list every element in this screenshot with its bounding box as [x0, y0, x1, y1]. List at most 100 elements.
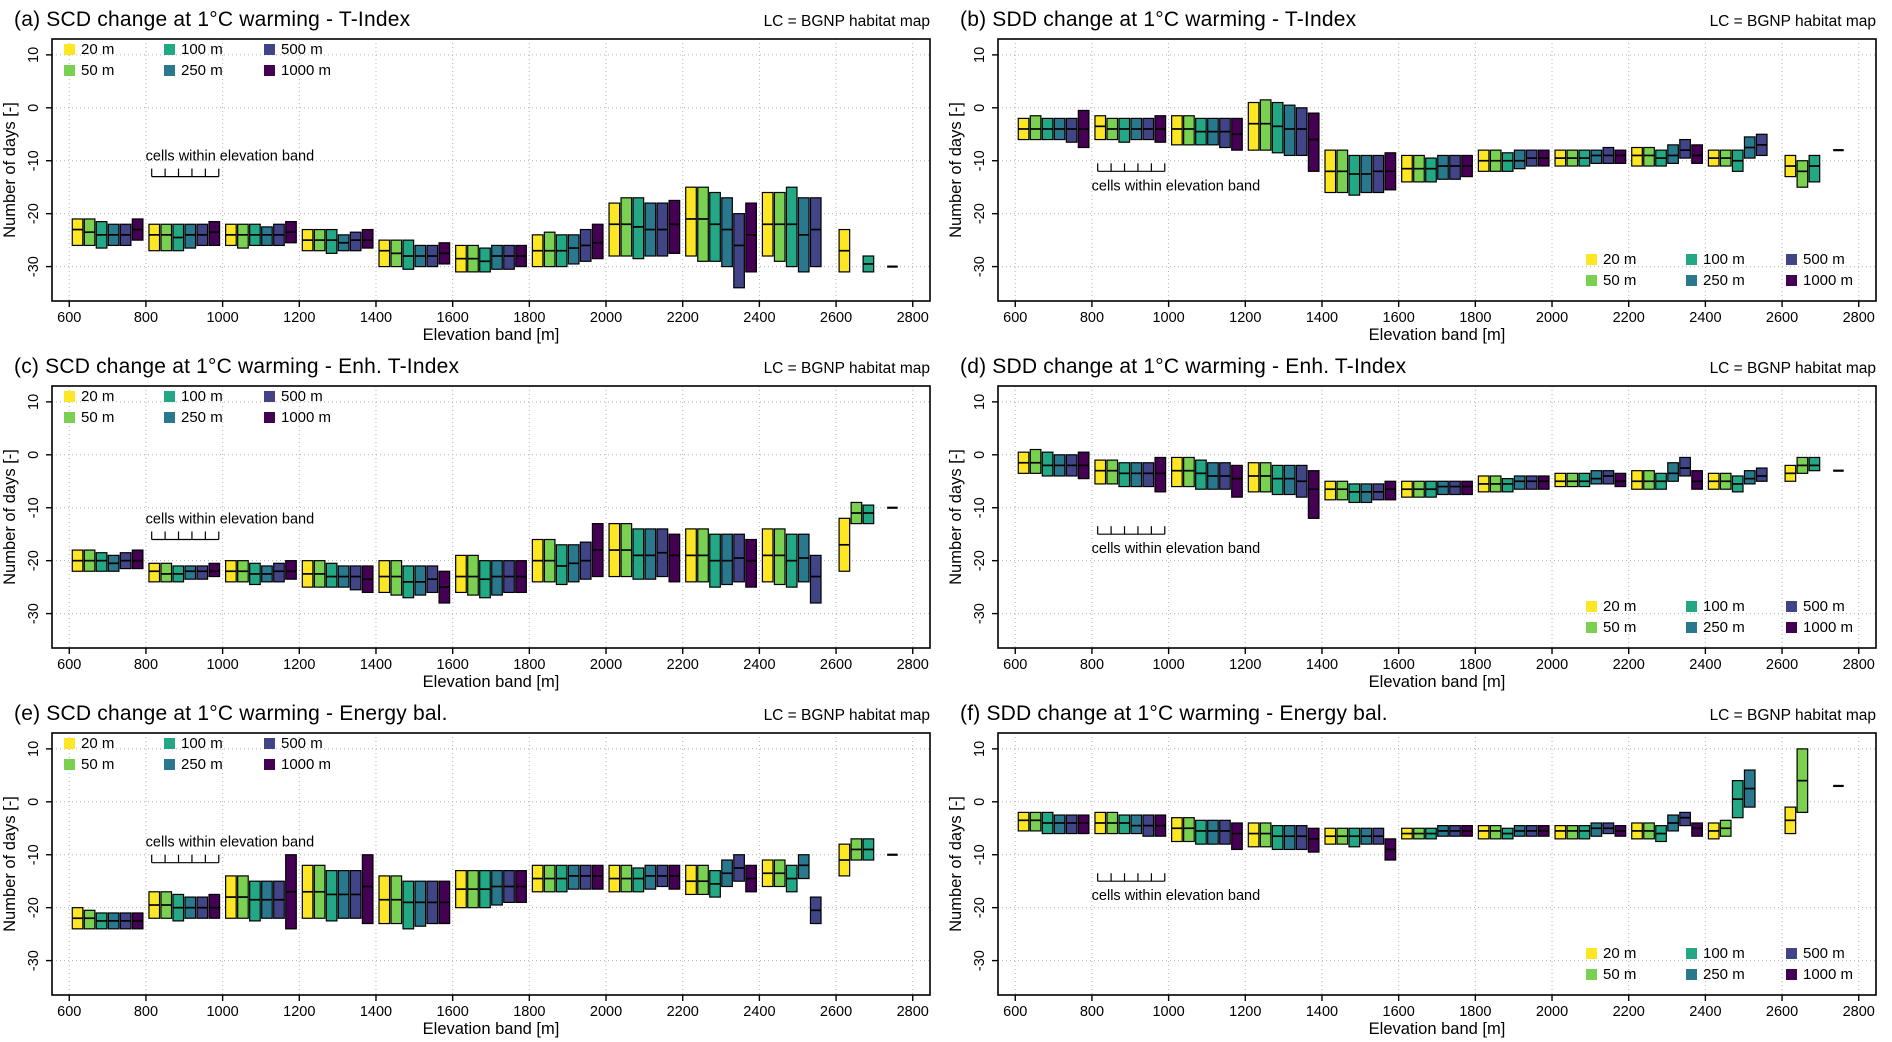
x-tick-label: 2400: [1689, 310, 1721, 326]
panel-d-plot: 600 800 1000 1200 1400 1600 1800 2000 2200 2400 26…: [946, 381, 1892, 694]
legend-swatch-500m: [264, 44, 275, 55]
range-bar-1000m: [668, 533, 681, 583]
range-bar-50m: [1029, 448, 1042, 474]
panel-f-chart: 600 800 1000 1200 1400 1600 1800 2000 2200 2400 26…: [947, 732, 1877, 1038]
x-tick-label: 600: [1003, 657, 1027, 673]
x-tick-label: 2800: [1843, 310, 1875, 326]
range-bar-1000m: [1307, 827, 1320, 853]
range-bar-500m: [196, 565, 209, 580]
range-bar-1000m: [285, 560, 297, 580]
range-bar-500m: [1449, 154, 1461, 180]
y-axis-label: Number of days [-]: [947, 102, 965, 238]
x-tick-label: 2400: [743, 1004, 775, 1020]
range-bar-50m: [773, 191, 786, 262]
range-bar-1000m: [745, 202, 757, 273]
range-bar-50m: [697, 186, 709, 262]
plot-border: [997, 38, 1877, 302]
panel-e-chart: 600 800 1000 1200 1400 1600 1800 2000 2200 2400 26…: [1, 732, 931, 1038]
panel-e-lc-label: LC = BGNP habitat map: [763, 707, 930, 724]
range-bar-20m: [1094, 459, 1107, 485]
range-bar-500m: [1449, 480, 1461, 496]
range-bar-50m: [1566, 825, 1579, 840]
range-bar-20m: [1171, 456, 1183, 488]
legend-swatch-250m: [1686, 275, 1697, 286]
panel-a-lc-label: LC = BGNP habitat map: [763, 13, 930, 30]
range-bar-250m: [1437, 154, 1449, 180]
y-axis-label: Number of days [-]: [1, 449, 19, 585]
legend-swatch-500m: [264, 738, 275, 749]
legend-label: 100 m: [181, 41, 223, 58]
x-axis-label: Elevation band [m]: [1369, 326, 1506, 344]
range-bar-100m: [1425, 157, 1437, 183]
range-bar-1000m: [131, 549, 144, 570]
x-tick-label: 1200: [283, 1004, 315, 1020]
legend-label: 20 m: [1603, 945, 1636, 962]
x-tick-label: 2800: [1843, 657, 1875, 673]
range-bar-100m: [1501, 478, 1514, 493]
x-tick-label: 1200: [283, 657, 315, 673]
x-tick-label: 800: [1080, 1004, 1104, 1020]
y-tick-label: 0: [26, 798, 42, 806]
range-bar-100m: [632, 528, 645, 580]
range-bar-20m: [685, 864, 697, 896]
range-bar-1000m: [1307, 112, 1320, 172]
x-axis-label: Elevation band [m]: [1369, 673, 1506, 691]
x-tick-label: 1000: [1152, 1004, 1184, 1020]
x-tick-label: 1800: [513, 310, 545, 326]
legend-swatch-250m: [164, 759, 175, 770]
range-bar-1000m: [1231, 464, 1243, 498]
range-bar-50m: [1259, 99, 1272, 151]
legend-swatch-1000m: [1786, 275, 1797, 286]
panel-c-chart: 600 800 1000 1200 1400 1600 1800 2000 2200 2400 26…: [1, 385, 931, 691]
legend-swatch-500m: [1786, 254, 1797, 265]
y-tick-label: 0: [26, 451, 42, 459]
x-tick-label: 2200: [1613, 310, 1645, 326]
range-bar-500m: [1219, 117, 1231, 149]
legend-label: 500 m: [1803, 945, 1845, 962]
y-tick-label: 10: [26, 47, 42, 63]
y-tick-label: -10: [26, 844, 42, 865]
x-tick-label: 1000: [1152, 310, 1184, 326]
y-tick-label: 10: [26, 394, 42, 410]
range-bar-250m: [1437, 480, 1449, 496]
y-tick-label: -20: [26, 203, 42, 224]
panel-c-lc-label: LC = BGNP habitat map: [763, 360, 930, 377]
panel-c: (c) SCD change at 1°C warming - Enh. T-I…: [0, 347, 946, 694]
legend-swatch-50m: [1586, 969, 1597, 980]
range-bar-250m: [1283, 104, 1296, 157]
range-bar-50m: [697, 864, 709, 896]
x-tick-label: 1800: [513, 657, 545, 673]
x-tick-label: 2600: [820, 657, 852, 673]
y-tick-label: -20: [26, 550, 42, 571]
range-bar-100m: [325, 870, 338, 922]
x-tick-label: 800: [1080, 657, 1104, 673]
x-tick-label: 2600: [1766, 1004, 1798, 1020]
range-bar-20m: [1631, 470, 1643, 490]
range-bar-100m: [249, 880, 261, 922]
range-bar-500m: [1065, 814, 1078, 835]
range-bar-250m: [491, 244, 503, 270]
panel-b-title: (b) SDD change at 1°C warming - T-Index: [960, 8, 1357, 31]
panel-e-header: (e) SCD change at 1°C warming - Energy b…: [0, 694, 946, 728]
y-tick-label: -30: [26, 950, 42, 971]
range-bar-50m: [1106, 459, 1119, 485]
x-tick-label: 2600: [820, 1004, 852, 1020]
range-bar-50m: [1643, 146, 1655, 167]
range-bar-250m: [414, 880, 427, 927]
legend-label: 500 m: [281, 388, 323, 405]
range-bar-100m: [479, 247, 491, 273]
legend-label: 1000 m: [1803, 966, 1853, 983]
range-bar-20m: [1247, 101, 1260, 151]
range-bar-250m: [1590, 149, 1603, 164]
panel-a-title: (a) SCD change at 1°C warming - T-Index: [14, 8, 411, 31]
x-tick-label: 2200: [667, 310, 699, 326]
range-bar-250m: [1513, 149, 1526, 170]
legend-swatch-1000m: [264, 65, 275, 76]
x-tick-label: 2600: [1766, 310, 1798, 326]
range-bar-20m: [1017, 811, 1030, 832]
range-bar-1000m: [591, 223, 604, 260]
x-tick-label: 2400: [743, 310, 775, 326]
range-bar-100m: [402, 239, 415, 270]
panel-d-title: (d) SDD change at 1°C warming - Enh. T-I…: [960, 355, 1407, 378]
